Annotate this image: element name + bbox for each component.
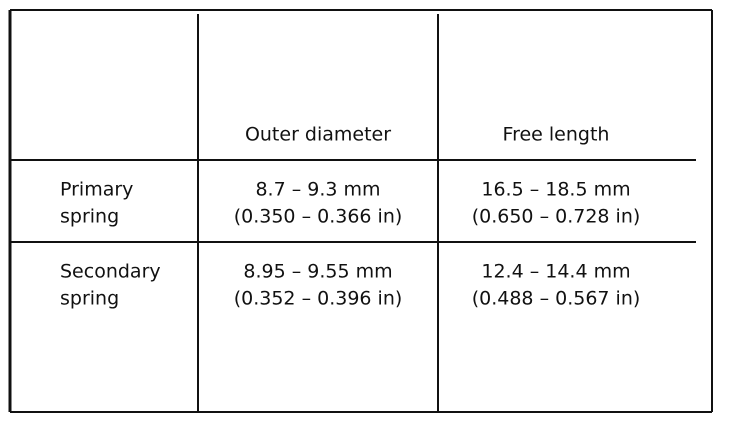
cell-text: 12.4 – 14.4 mm: [481, 261, 630, 283]
row-label: Secondary: [60, 261, 161, 283]
cell-text: 8.7 – 9.3 mm: [255, 179, 380, 201]
row-label: Primary: [60, 179, 133, 201]
row-label: spring: [60, 288, 119, 310]
cell-text: (0.350 – 0.366 in): [234, 206, 403, 228]
cell-text: 8.95 – 9.55 mm: [243, 261, 392, 283]
cell-text: (0.488 – 0.567 in): [472, 288, 641, 310]
row-label: spring: [60, 206, 119, 228]
cell-text: (0.352 – 0.396 in): [234, 288, 403, 310]
column-header: Outer diameter: [245, 124, 391, 146]
column-header: Free length: [503, 124, 610, 146]
cell-text: (0.650 – 0.728 in): [472, 206, 641, 228]
cell-text: 16.5 – 18.5 mm: [481, 179, 630, 201]
